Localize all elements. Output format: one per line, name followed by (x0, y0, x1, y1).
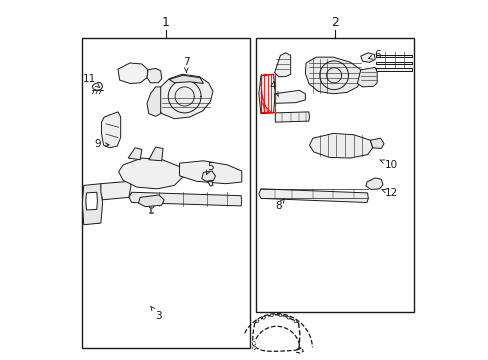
Polygon shape (129, 192, 241, 206)
Polygon shape (148, 147, 163, 161)
Circle shape (264, 104, 269, 109)
Polygon shape (274, 90, 305, 103)
Polygon shape (305, 57, 361, 94)
Text: 11: 11 (83, 75, 100, 87)
Text: 6: 6 (368, 50, 381, 60)
Polygon shape (155, 74, 213, 119)
Circle shape (92, 221, 95, 224)
Polygon shape (118, 63, 148, 84)
Bar (256, 39, 413, 312)
Text: 12: 12 (381, 188, 397, 198)
Text: 9: 9 (95, 139, 109, 149)
Polygon shape (128, 148, 142, 160)
Circle shape (279, 314, 281, 317)
Text: 4: 4 (269, 81, 278, 96)
Circle shape (149, 203, 154, 208)
Polygon shape (309, 134, 372, 158)
Circle shape (293, 320, 296, 323)
Polygon shape (119, 158, 183, 189)
Polygon shape (169, 75, 203, 84)
Circle shape (270, 314, 273, 317)
Circle shape (97, 221, 99, 224)
Circle shape (262, 316, 264, 319)
Polygon shape (92, 82, 102, 90)
Polygon shape (258, 74, 275, 114)
Circle shape (252, 342, 255, 345)
Text: 2: 2 (330, 16, 338, 29)
Polygon shape (375, 62, 411, 64)
Polygon shape (179, 161, 241, 184)
Bar (261, 74, 274, 112)
Polygon shape (138, 195, 164, 207)
Text: 8: 8 (275, 198, 284, 211)
Polygon shape (102, 112, 121, 148)
Polygon shape (375, 55, 411, 58)
Polygon shape (360, 53, 374, 62)
Circle shape (286, 316, 289, 319)
Circle shape (264, 80, 269, 85)
Circle shape (85, 221, 88, 224)
Bar (82, 39, 249, 348)
Polygon shape (85, 192, 97, 210)
Text: 1: 1 (162, 16, 169, 29)
Polygon shape (365, 178, 382, 189)
Circle shape (364, 54, 371, 61)
Polygon shape (375, 68, 411, 71)
Circle shape (252, 346, 255, 350)
Polygon shape (258, 189, 367, 202)
Text: 7: 7 (183, 57, 189, 72)
Polygon shape (274, 53, 290, 77)
Polygon shape (147, 68, 162, 83)
Polygon shape (369, 138, 383, 148)
Circle shape (370, 180, 377, 187)
Polygon shape (207, 181, 213, 186)
Circle shape (83, 221, 86, 224)
Polygon shape (357, 67, 376, 87)
Polygon shape (275, 112, 309, 122)
Polygon shape (82, 184, 102, 225)
Circle shape (88, 211, 95, 218)
Text: 5: 5 (206, 162, 213, 175)
Circle shape (264, 89, 269, 94)
Circle shape (255, 320, 258, 323)
Polygon shape (101, 181, 131, 200)
Text: 3: 3 (150, 306, 162, 321)
Text: 10: 10 (379, 160, 397, 170)
Polygon shape (147, 87, 161, 116)
Polygon shape (202, 171, 215, 181)
Circle shape (264, 97, 269, 102)
